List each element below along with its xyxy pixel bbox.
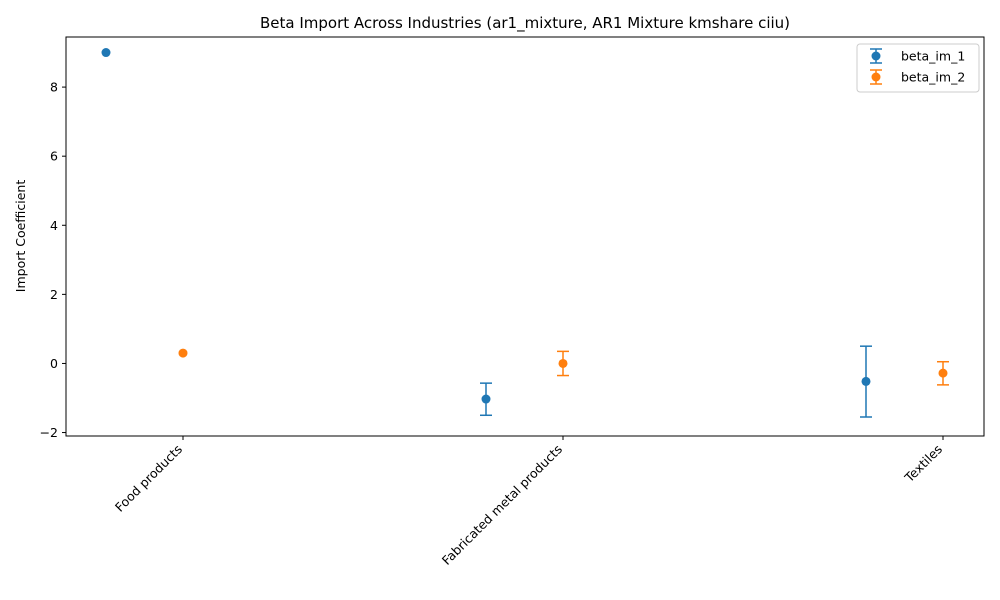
chart-title: Beta Import Across Industries (ar1_mixtu… (260, 14, 790, 33)
legend-marker (871, 72, 881, 82)
x-tick-label: Food products (112, 442, 185, 515)
y-axis: −2 0 2 4 6 8 (40, 80, 66, 440)
y-tick-label: 8 (50, 80, 58, 95)
data-point-beta_im_1 (481, 394, 491, 404)
y-tick-label: 6 (50, 149, 58, 164)
legend-label: beta_im_2 (901, 70, 965, 85)
data-point-beta_im_2 (558, 358, 568, 368)
legend-marker (871, 51, 881, 61)
data-point-beta_im_2 (178, 348, 188, 358)
y-tick-label: −2 (40, 425, 58, 440)
data-point-beta_im_2 (938, 368, 948, 378)
axes-frame (65, 36, 985, 437)
legend-label: beta_im_1 (901, 49, 965, 64)
plot-area (65, 36, 985, 437)
data-point-beta_im_1 (101, 48, 111, 58)
x-tick-label: Fabricated metal products (439, 442, 565, 568)
y-axis-label: Import Coefficient (13, 180, 28, 293)
data-point-beta_im_1 (861, 376, 871, 386)
data-marks (101, 48, 949, 418)
x-axis: Food products Fabricated metal products Te… (112, 436, 945, 568)
x-tick-label: Textiles (901, 442, 945, 486)
legend-frame (856, 43, 980, 93)
y-tick-label: 4 (50, 218, 58, 233)
y-tick-label: 2 (50, 287, 58, 302)
y-tick-label: 0 (50, 356, 58, 371)
legend: beta_im_1 beta_im_2 (856, 43, 980, 93)
